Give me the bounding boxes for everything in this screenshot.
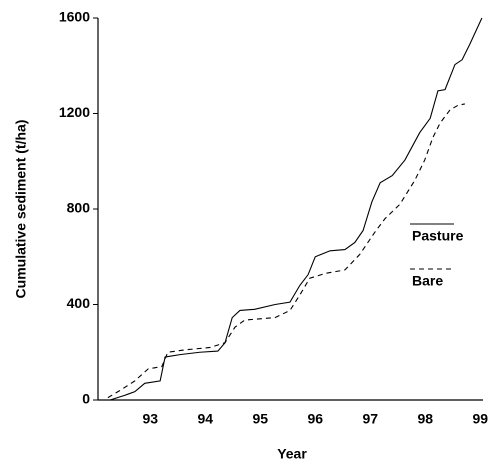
legend-label: Pasture [412,228,464,244]
y-tick-label: 0 [82,391,90,407]
y-tick-label: 400 [67,295,91,311]
legend-label: Bare [412,273,443,289]
x-tick-label: 99 [472,411,488,427]
x-tick-label: 96 [307,411,323,427]
x-tick-label: 97 [362,411,378,427]
x-tick-label: 95 [252,411,268,427]
y-tick-label: 1200 [59,104,90,120]
x-tick-label: 93 [142,411,158,427]
x-axis-label: Year [277,446,307,462]
y-tick-label: 1600 [59,9,90,25]
series-line [109,17,483,401]
y-axis-label: Cumulative sediment (t/ha) [13,120,29,299]
x-tick-label: 94 [197,411,213,427]
y-tick-label: 800 [67,200,91,216]
x-tick-label: 98 [417,411,433,427]
